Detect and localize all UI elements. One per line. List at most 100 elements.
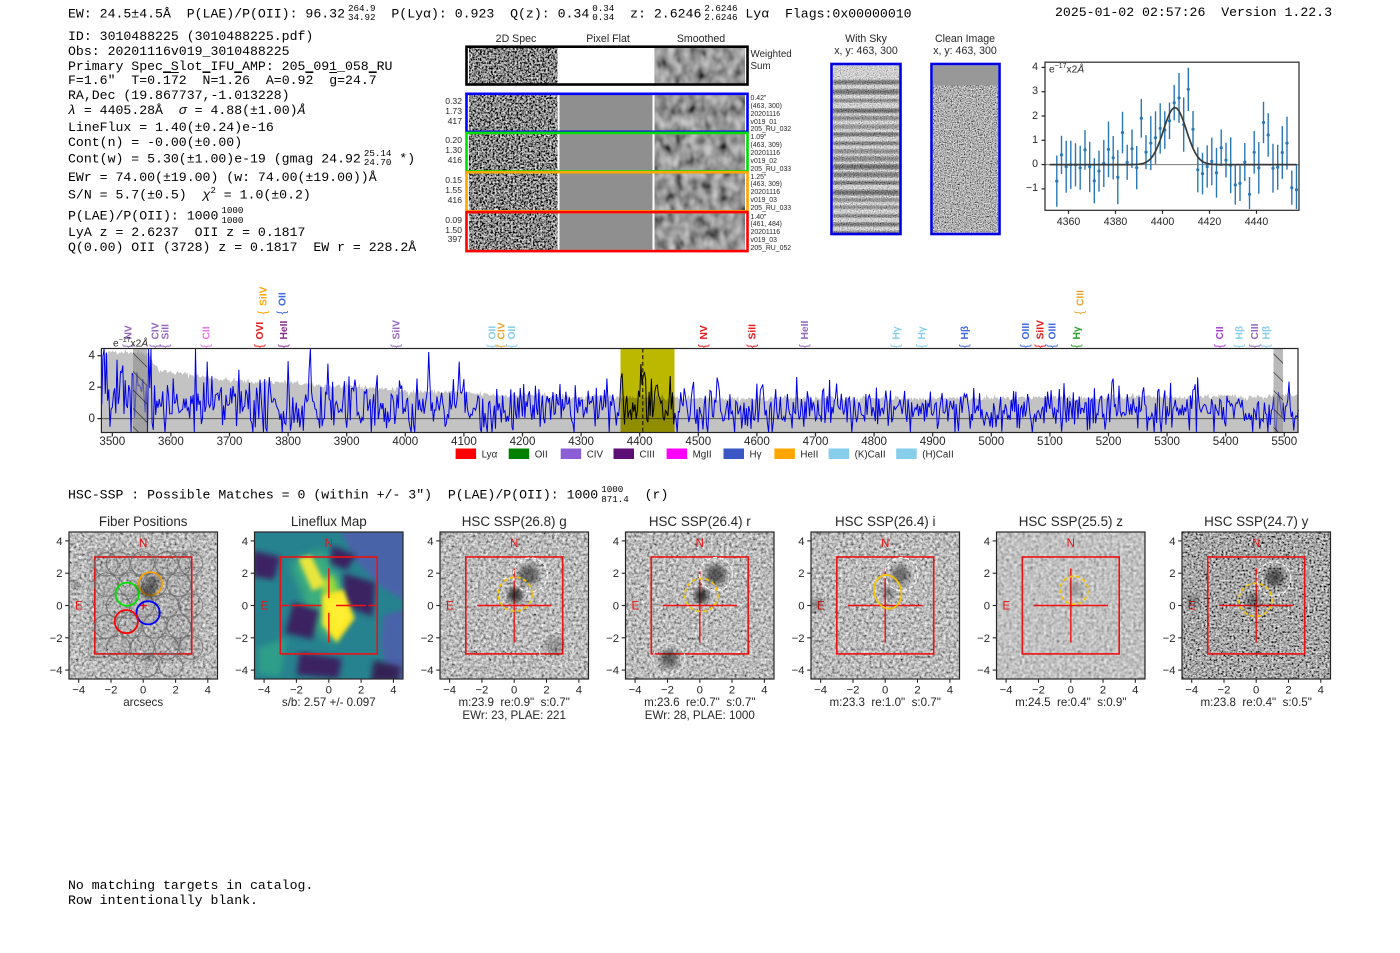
svg-text:{: { <box>254 344 266 348</box>
svg-text:2: 2 <box>427 568 433 580</box>
svg-text:0: 0 <box>1169 601 1175 613</box>
svg-text:4: 4 <box>56 536 62 548</box>
svg-text:Hβ: Hβ <box>1235 326 1246 340</box>
svg-text:Lyα: Lyα <box>482 450 498 461</box>
svg-text:−4: −4 <box>421 665 434 677</box>
svg-text:{: { <box>698 344 710 348</box>
svg-text:Hγ: Hγ <box>892 326 903 339</box>
svg-text:{: { <box>1046 344 1058 348</box>
svg-text:2: 2 <box>798 568 804 580</box>
svg-text:−2: −2 <box>847 685 860 697</box>
svg-text:−4: −4 <box>72 685 85 697</box>
svg-text:OIII: OIII <box>1021 323 1032 340</box>
svg-text:−2: −2 <box>1163 633 1176 645</box>
svg-text:−2: −2 <box>235 633 248 645</box>
svg-text:{: { <box>487 344 499 348</box>
svg-text:N: N <box>696 538 704 550</box>
svg-text:CII: CII <box>1215 326 1226 339</box>
svg-text:Hβ: Hβ <box>1261 326 1272 340</box>
svg-text:{: { <box>150 344 162 348</box>
svg-text:−4: −4 <box>606 665 619 677</box>
svg-text:SiIV: SiIV <box>1036 320 1047 340</box>
svg-text:−4: −4 <box>50 665 63 677</box>
svg-text:0: 0 <box>882 685 888 697</box>
svg-text:2: 2 <box>543 685 549 697</box>
svg-text:{: { <box>1071 344 1083 348</box>
svg-text:{: { <box>891 344 903 348</box>
svg-text:−4: −4 <box>792 665 805 677</box>
svg-text:{: { <box>123 344 135 348</box>
svg-text:−2: −2 <box>105 685 118 697</box>
svg-text:MgII: MgII <box>693 450 712 461</box>
svg-text:CII: CII <box>202 326 213 339</box>
svg-text:0: 0 <box>984 601 990 613</box>
svg-text:{: { <box>1035 344 1047 348</box>
svg-text:{: { <box>258 311 270 315</box>
svg-text:{: { <box>1214 344 1226 348</box>
svg-text:2: 2 <box>613 568 619 580</box>
svg-text:Hγ: Hγ <box>917 326 928 339</box>
svg-text:4: 4 <box>1132 685 1138 697</box>
svg-text:OII: OII <box>278 292 289 306</box>
svg-text:OIII: OIII <box>1047 323 1058 340</box>
svg-text:4: 4 <box>947 685 953 697</box>
svg-text:−2: −2 <box>792 633 805 645</box>
svg-text:{: { <box>959 344 971 348</box>
svg-text:−2: −2 <box>1218 685 1231 697</box>
svg-text:−2: −2 <box>1032 685 1045 697</box>
svg-text:OII: OII <box>507 326 518 340</box>
svg-text:−4: −4 <box>977 665 990 677</box>
svg-text:N: N <box>881 538 889 550</box>
svg-text:CIII: CIII <box>1250 323 1261 339</box>
svg-text:SiIV: SiIV <box>391 320 402 340</box>
svg-text:(K)CaII: (K)CaII <box>855 450 886 461</box>
svg-text:2: 2 <box>358 685 364 697</box>
svg-text:HeII: HeII <box>279 320 290 339</box>
svg-text:OII: OII <box>488 326 499 340</box>
svg-text:4: 4 <box>1318 685 1324 697</box>
svg-text:−4: −4 <box>629 685 642 697</box>
svg-text:−2: −2 <box>290 685 303 697</box>
svg-text:2: 2 <box>1169 568 1175 580</box>
svg-text:OVI: OVI <box>255 322 266 340</box>
svg-text:−4: −4 <box>1163 665 1176 677</box>
svg-text:0: 0 <box>56 601 62 613</box>
svg-text:−4: −4 <box>1000 685 1013 697</box>
svg-text:{: { <box>506 344 518 348</box>
svg-text:{: { <box>201 344 213 348</box>
svg-text:−2: −2 <box>475 685 488 697</box>
svg-text:E: E <box>75 601 83 613</box>
svg-text:N: N <box>139 538 147 550</box>
svg-text:SiII: SiII <box>161 324 172 340</box>
svg-text:CIII: CIII <box>1075 290 1086 306</box>
svg-text:−2: −2 <box>661 685 674 697</box>
svg-text:Hβ: Hβ <box>960 326 971 340</box>
svg-text:2: 2 <box>914 685 920 697</box>
svg-text:4: 4 <box>798 536 804 548</box>
svg-text:−4: −4 <box>1185 685 1198 697</box>
svg-text:{: { <box>747 344 759 348</box>
svg-text:0: 0 <box>613 601 619 613</box>
svg-text:−4: −4 <box>814 685 827 697</box>
svg-text:4: 4 <box>984 536 990 548</box>
svg-text:HeII: HeII <box>800 450 818 461</box>
svg-text:0: 0 <box>697 685 703 697</box>
svg-text:Hγ: Hγ <box>1072 326 1083 339</box>
svg-text:0: 0 <box>242 601 248 613</box>
svg-text:0: 0 <box>511 685 517 697</box>
svg-text:CIV: CIV <box>587 450 604 461</box>
svg-text:−2: −2 <box>977 633 990 645</box>
svg-text:−2: −2 <box>606 633 619 645</box>
svg-text:−2: −2 <box>421 633 434 645</box>
svg-text:E: E <box>261 601 269 613</box>
svg-text:SiII: SiII <box>748 324 759 340</box>
svg-text:4: 4 <box>576 685 582 697</box>
svg-text:N: N <box>510 538 518 550</box>
svg-text:Hγ: Hγ <box>750 450 762 461</box>
svg-text:CIII: CIII <box>640 450 655 461</box>
svg-text:E: E <box>1003 601 1011 613</box>
svg-text:N: N <box>1067 538 1075 550</box>
svg-text:2: 2 <box>242 568 248 580</box>
svg-text:CIV: CIV <box>151 322 162 339</box>
svg-text:{: { <box>278 344 290 348</box>
